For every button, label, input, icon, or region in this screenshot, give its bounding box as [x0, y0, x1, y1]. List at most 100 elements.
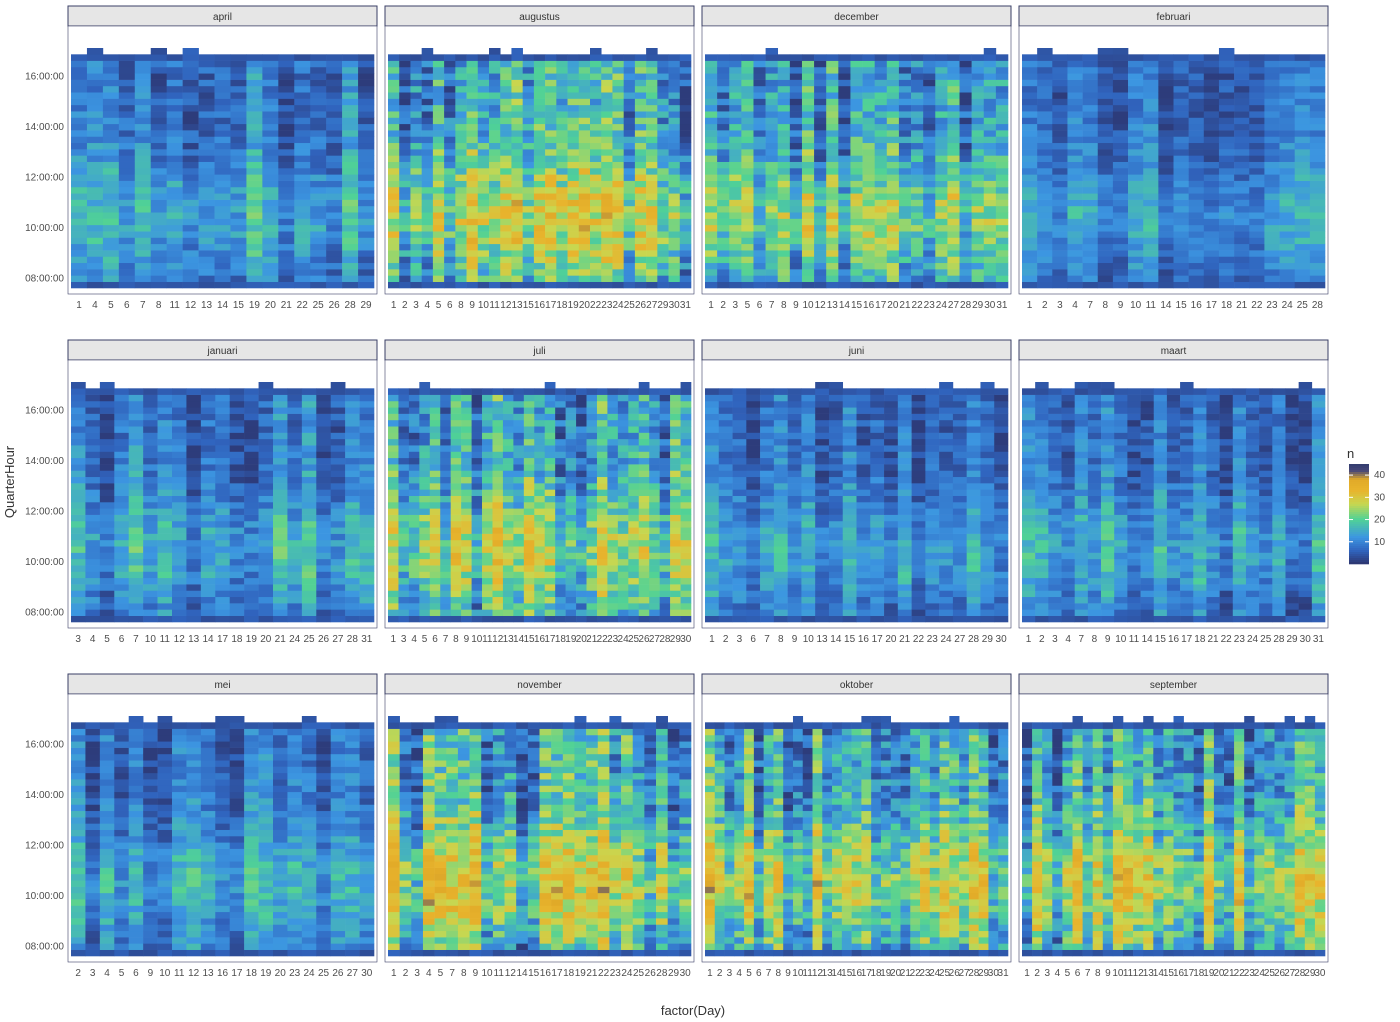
tile [214, 205, 231, 213]
tile [301, 546, 317, 553]
tile [466, 224, 479, 232]
tile [408, 609, 420, 616]
tile [408, 571, 420, 579]
tile [273, 571, 288, 579]
tile [287, 438, 303, 446]
tile [471, 483, 483, 490]
tile [492, 400, 504, 408]
tile [230, 123, 247, 131]
tile [601, 60, 613, 68]
tile [455, 237, 467, 245]
tile [214, 186, 231, 194]
tile [753, 186, 766, 194]
tile [826, 250, 839, 257]
tile [399, 149, 411, 156]
tile [590, 136, 602, 144]
tile [801, 193, 815, 200]
tile [612, 193, 624, 200]
tile [229, 584, 245, 591]
tile [421, 104, 434, 112]
tile [801, 224, 815, 232]
tile [947, 117, 960, 125]
tile [1234, 281, 1250, 289]
tile [1052, 212, 1068, 219]
tile [668, 250, 681, 257]
tile [408, 451, 420, 459]
tile [450, 603, 462, 610]
tile [923, 281, 936, 289]
tile [71, 565, 86, 572]
tile [544, 571, 556, 579]
x-tick-label: 25 [304, 634, 316, 645]
tile [408, 483, 420, 490]
tile [935, 205, 948, 213]
tile [923, 130, 936, 137]
tile [316, 527, 332, 534]
tile [1052, 275, 1068, 282]
tile [330, 520, 346, 528]
tile [679, 60, 692, 68]
tile [246, 231, 263, 238]
tile [388, 590, 399, 598]
tile [1052, 243, 1068, 251]
tile [850, 85, 863, 93]
tile [258, 603, 274, 610]
x-tick-label: 4 [424, 300, 430, 311]
tile [1097, 79, 1114, 87]
tile [555, 495, 566, 503]
tile [1294, 123, 1311, 131]
tile [114, 603, 130, 610]
tile [534, 577, 546, 585]
tile [814, 149, 827, 156]
tile [444, 117, 456, 125]
tile [450, 571, 462, 579]
tile [717, 111, 730, 118]
tile [646, 155, 658, 162]
tile [86, 60, 104, 68]
tile [85, 558, 101, 566]
tile [753, 104, 766, 112]
tile [947, 250, 960, 257]
tile [679, 174, 692, 181]
tile [838, 168, 851, 175]
tile [477, 149, 490, 156]
tile [419, 407, 431, 414]
tile [814, 161, 827, 169]
tile [278, 256, 295, 264]
tile [71, 489, 86, 496]
tile [419, 603, 431, 610]
tile [246, 193, 263, 200]
y-tick-label: 16:00:00 [25, 71, 64, 82]
tile [1112, 79, 1129, 87]
tile [789, 281, 803, 289]
tile [533, 142, 546, 150]
tile [612, 92, 624, 99]
tile [1234, 130, 1250, 137]
tile [947, 130, 960, 137]
tile [1294, 281, 1311, 289]
tile [229, 603, 245, 610]
tile [143, 609, 158, 616]
tile [492, 520, 504, 528]
tile [729, 256, 742, 264]
tile [102, 161, 120, 169]
tile [489, 275, 501, 282]
tile [1112, 237, 1129, 245]
tile [482, 432, 493, 440]
tile [959, 193, 972, 200]
tile [971, 60, 985, 68]
tile [410, 199, 422, 207]
tile [513, 603, 525, 610]
tile [86, 111, 104, 118]
tile [1188, 231, 1205, 238]
tile [523, 558, 535, 566]
tile [668, 186, 681, 194]
x-tick-label: 9 [793, 300, 799, 311]
tile [262, 117, 279, 125]
tile [623, 60, 636, 68]
tile [1188, 199, 1205, 207]
tile [1309, 256, 1326, 264]
tile [134, 212, 152, 219]
tile [1294, 66, 1311, 74]
